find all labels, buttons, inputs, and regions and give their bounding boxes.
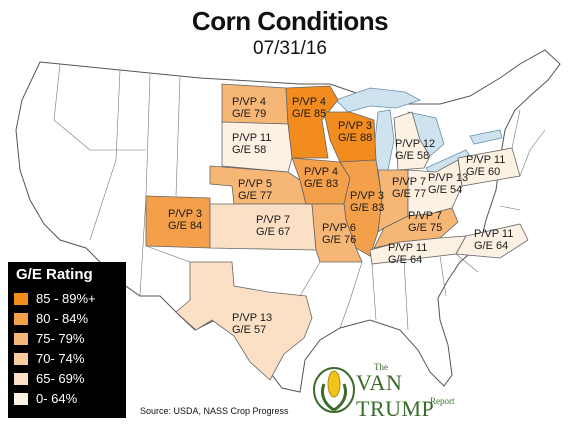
label-iowa: P/VP 4 G/E 83 xyxy=(304,166,339,190)
logo-name: VAN TRUMP xyxy=(356,370,435,421)
legend-swatch xyxy=(14,373,28,385)
label-ohio: P/VP 13 G/E 54 xyxy=(428,172,469,196)
label-kentucky: P/VP 7 G/E 75 xyxy=(408,210,443,234)
logo-the: The xyxy=(374,362,388,372)
label-illinois: P/VP 3 G/E 83 xyxy=(350,190,385,214)
legend: G/E Rating 85 - 89%+ 80 - 84% 75- 79% 70… xyxy=(8,262,126,418)
label-missouri: P/VP 6 G/E 76 xyxy=(322,222,357,246)
lake-ontario xyxy=(469,129,503,145)
legend-title: G/E Rating xyxy=(16,266,93,283)
state-michigan xyxy=(393,111,431,171)
logo-report: Report xyxy=(430,396,455,406)
state-borders xyxy=(53,63,546,331)
lake-superior xyxy=(335,87,422,113)
label-north-dakota: P/VP 4 G/E 79 xyxy=(232,96,267,120)
legend-swatch xyxy=(14,293,28,305)
label-colorado: P/VP 3 G/E 84 xyxy=(168,208,203,232)
label-indiana: P/VP 7 G/E 77 xyxy=(392,176,427,200)
map-title: Corn Conditions xyxy=(191,6,389,36)
label-north-carolina: P/VP 11 G/E 64 xyxy=(474,228,514,252)
label-texas: P/VP 13 G/E 57 xyxy=(232,312,273,336)
label-wisconsin: P/VP 3 G/E 88 xyxy=(338,120,373,144)
label-south-dakota: P/VP 11 G/E 58 xyxy=(232,132,272,156)
van-trump-logo: The VAN TRUMP Report xyxy=(312,362,482,421)
label-tennessee: P/VP 11 G/E 64 xyxy=(388,242,428,266)
source-note: Source: USDA, NASS Crop Progress xyxy=(140,406,289,416)
state-texas xyxy=(175,261,313,381)
legend-swatch xyxy=(14,353,28,365)
corn-sprout-icon xyxy=(313,367,355,413)
legend-swatch xyxy=(14,333,28,345)
state-north-carolina xyxy=(455,223,529,259)
label-kansas: P/VP 7 G/E 67 xyxy=(256,214,291,238)
legend-swatch xyxy=(14,393,28,405)
state-south-dakota xyxy=(221,121,293,173)
map-date: 07/31/16 xyxy=(253,38,327,59)
label-nebraska: P/VP 5 G/E 77 xyxy=(238,178,273,202)
label-pennsylvania: P/VP 11 G/E 60 xyxy=(466,154,506,178)
legend-swatch xyxy=(14,313,28,325)
label-minnesota: P/VP 4 G/E 85 xyxy=(292,96,327,120)
label-michigan: P/VP 12 G/E 58 xyxy=(395,138,436,162)
